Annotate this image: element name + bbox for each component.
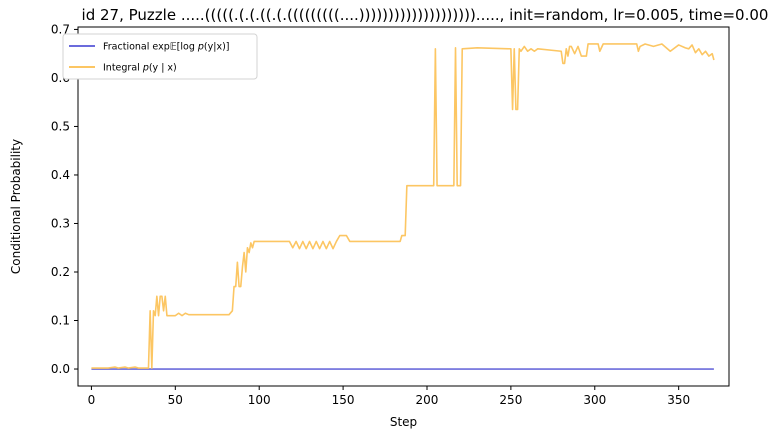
y-axis-label: Conditional Probability xyxy=(9,139,23,274)
legend-label-integral: Integral p(y | x) xyxy=(103,63,177,74)
x-tick-label: 50 xyxy=(168,393,183,407)
x-tick-label: 150 xyxy=(332,393,355,407)
series-line-1 xyxy=(91,43,715,369)
x-axis: 0 50 100 150 200 250 300 350 xyxy=(88,386,690,407)
y-tick-label: 0.5 xyxy=(51,119,70,133)
x-tick-label: 200 xyxy=(416,393,439,407)
legend-box xyxy=(62,33,258,80)
y-axis: 0.00.10.20.30.40.50.60.7 xyxy=(51,22,78,376)
legend-label-fractional: Fractional exp𝔼[log p(y|x)] xyxy=(103,42,230,53)
x-axis-label: Step xyxy=(390,415,417,429)
y-tick-label: 0.3 xyxy=(51,216,70,230)
y-tick-label: 0.7 xyxy=(51,22,70,36)
y-tick-label: 0.4 xyxy=(51,168,70,182)
x-tick-label: 100 xyxy=(248,393,271,407)
x-tick-label: 300 xyxy=(583,393,606,407)
y-tick-label: 0.1 xyxy=(51,314,70,328)
legend: Fractional exp𝔼[log p(y|x)] Integral p(y… xyxy=(62,33,258,80)
chart-title: id 27, Puzzle .....(((((.(.(.((.(.((((((… xyxy=(82,6,769,24)
plot-area xyxy=(91,43,715,370)
y-tick-label: 0.0 xyxy=(51,362,70,376)
x-tick-label: 250 xyxy=(499,393,522,407)
x-tick-label: 0 xyxy=(88,393,96,407)
plot-frame xyxy=(77,26,730,387)
y-tick-label: 0.2 xyxy=(51,265,70,279)
x-tick-label: 350 xyxy=(667,393,690,407)
